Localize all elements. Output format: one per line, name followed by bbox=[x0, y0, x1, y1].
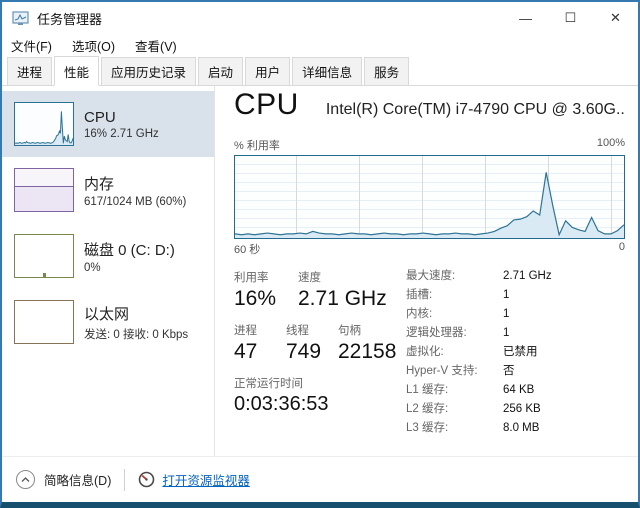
tab-performance[interactable]: 性能 bbox=[54, 56, 100, 86]
performance-sidebar: CPU 16% 2.71 GHz 内存 617/1024 MB (60%) 磁盘… bbox=[2, 86, 215, 456]
sidebar-memory-stats: 617/1024 MB (60%) bbox=[84, 195, 187, 208]
processes-label: 进程 bbox=[234, 325, 257, 337]
sockets-label: 插槽: bbox=[406, 289, 433, 301]
window-controls: — ☐ ✕ bbox=[503, 2, 638, 34]
ethernet-mini-chart bbox=[14, 300, 74, 344]
menu-bar: 文件(F) 选项(O) 查看(V) bbox=[2, 34, 638, 56]
tab-bar: 进程 性能 应用历史记录 启动 用户 详细信息 服务 bbox=[2, 56, 638, 86]
l1-cache-value: 64 KB bbox=[503, 384, 535, 396]
sidebar-memory-label: 内存 bbox=[84, 175, 115, 193]
close-button[interactable]: ✕ bbox=[610, 10, 621, 25]
processes-value: 47 bbox=[234, 340, 258, 363]
chart-x-start-label: 60 秒 bbox=[234, 244, 261, 256]
sidebar-ethernet-label: 以太网 bbox=[84, 305, 130, 323]
handles-label: 句柄 bbox=[338, 325, 361, 337]
maximize-button[interactable]: ☐ bbox=[564, 10, 577, 25]
footer-bar: 简略信息(D) 打开资源监视器 bbox=[2, 456, 638, 502]
logical-processors-value: 1 bbox=[503, 327, 510, 339]
tab-startup[interactable]: 启动 bbox=[198, 57, 244, 85]
footer-separator bbox=[124, 468, 126, 491]
tab-processes[interactable]: 进程 bbox=[7, 57, 53, 85]
menu-options[interactable]: 选项(O) bbox=[71, 39, 116, 54]
utilization-value: 16% bbox=[234, 287, 277, 310]
sidebar-item-disk[interactable]: 磁盘 0 (C: D:) 0% bbox=[2, 223, 214, 289]
disk-mini-chart bbox=[14, 234, 74, 278]
sidebar-disk-stats: 0% bbox=[84, 261, 101, 274]
cpu-utilization-chart bbox=[234, 155, 625, 239]
l3-cache-label: L3 缓存: bbox=[406, 422, 449, 434]
cpu-header: CPU Intel(R) Core(TM) i7-4790 CPU @ 3.60… bbox=[234, 88, 625, 132]
hyperv-value: 否 bbox=[503, 365, 515, 377]
cpu-stats: 利用率 16% 速度 2.71 GHz 进程 47 bbox=[234, 269, 625, 456]
uptime-label: 正常运行时间 bbox=[234, 378, 303, 390]
fewer-details-label: 简略信息(D) bbox=[44, 474, 112, 488]
threads-value: 749 bbox=[286, 340, 322, 363]
max-speed-label: 最大速度: bbox=[406, 270, 456, 282]
resource-monitor-label: 打开资源监视器 bbox=[162, 474, 250, 488]
virtualization-value: 已禁用 bbox=[503, 346, 538, 358]
chart-x-end-label: 0 bbox=[618, 241, 625, 253]
minimize-button[interactable]: — bbox=[519, 10, 532, 26]
chart-y-axis-label: % 利用率 bbox=[234, 140, 280, 152]
sidebar-item-ethernet[interactable]: 以太网 发送: 0 接收: 0 Kbps bbox=[2, 289, 214, 355]
sidebar-ethernet-stats: 发送: 0 接收: 0 Kbps bbox=[84, 328, 189, 341]
tab-app-history[interactable]: 应用历史记录 bbox=[101, 57, 197, 85]
logical-processors-label: 逻辑处理器: bbox=[406, 327, 467, 339]
threads-label: 线程 bbox=[286, 325, 309, 337]
handles-value: 22158 bbox=[338, 340, 397, 363]
tab-details[interactable]: 详细信息 bbox=[292, 57, 363, 85]
uptime-value: 0:03:36:53 bbox=[234, 393, 329, 415]
cpu-panel-title: CPU bbox=[234, 88, 299, 121]
l3-cache-value: 8.0 MB bbox=[503, 422, 540, 434]
cpu-spec-list: 最大速度: 2.71 GHz 插槽: 1 内核: 1 逻辑处理器: 1 虚拟化: 已禁用 … bbox=[406, 269, 625, 456]
sidebar-item-cpu[interactable]: CPU 16% 2.71 GHz bbox=[2, 91, 214, 157]
tab-services[interactable]: 服务 bbox=[364, 57, 410, 85]
virtualization-label: 虚拟化: bbox=[406, 346, 444, 358]
speed-value: 2.71 GHz bbox=[298, 287, 387, 310]
task-manager-app-icon bbox=[12, 10, 29, 25]
speed-label: 速度 bbox=[298, 272, 321, 284]
sidebar-cpu-label: CPU bbox=[84, 108, 116, 126]
resource-monitor-gauge-icon bbox=[139, 471, 155, 488]
cpu-mini-chart bbox=[14, 102, 74, 146]
sidebar-item-memory[interactable]: 内存 617/1024 MB (60%) bbox=[2, 157, 214, 223]
l1-cache-label: L1 缓存: bbox=[406, 384, 449, 396]
title-bar: 任务管理器 — ☐ ✕ bbox=[2, 2, 638, 34]
l2-cache-value: 256 KB bbox=[503, 403, 541, 415]
chevron-up-icon bbox=[16, 470, 35, 489]
sidebar-disk-label: 磁盘 0 (C: D:) bbox=[84, 241, 175, 259]
cpu-performance-panel: CPU Intel(R) Core(TM) i7-4790 CPU @ 3.60… bbox=[215, 86, 638, 456]
hyperv-label: Hyper-V 支持: bbox=[406, 365, 478, 377]
l2-cache-label: L2 缓存: bbox=[406, 403, 449, 415]
open-resource-monitor-link[interactable]: 打开资源监视器 bbox=[138, 470, 250, 489]
chart-max-label: 100% bbox=[596, 137, 625, 149]
sockets-value: 1 bbox=[503, 289, 510, 301]
content-area: CPU 16% 2.71 GHz 内存 617/1024 MB (60%) 磁盘… bbox=[2, 86, 638, 456]
cpu-model-name: Intel(R) Core(TM) i7-4790 CPU @ 3.60G... bbox=[325, 101, 625, 118]
fewer-details-toggle[interactable]: 简略信息(D) bbox=[16, 470, 111, 489]
cores-label: 内核: bbox=[406, 308, 433, 320]
tab-users[interactable]: 用户 bbox=[245, 57, 291, 85]
utilization-label: 利用率 bbox=[234, 272, 269, 284]
menu-file[interactable]: 文件(F) bbox=[11, 39, 52, 54]
memory-mini-chart bbox=[14, 168, 74, 212]
cores-value: 1 bbox=[503, 308, 510, 320]
sidebar-cpu-stats: 16% 2.71 GHz bbox=[84, 127, 159, 140]
max-speed-value: 2.71 GHz bbox=[503, 270, 552, 282]
menu-view[interactable]: 查看(V) bbox=[135, 39, 177, 54]
window-title: 任务管理器 bbox=[37, 11, 103, 27]
